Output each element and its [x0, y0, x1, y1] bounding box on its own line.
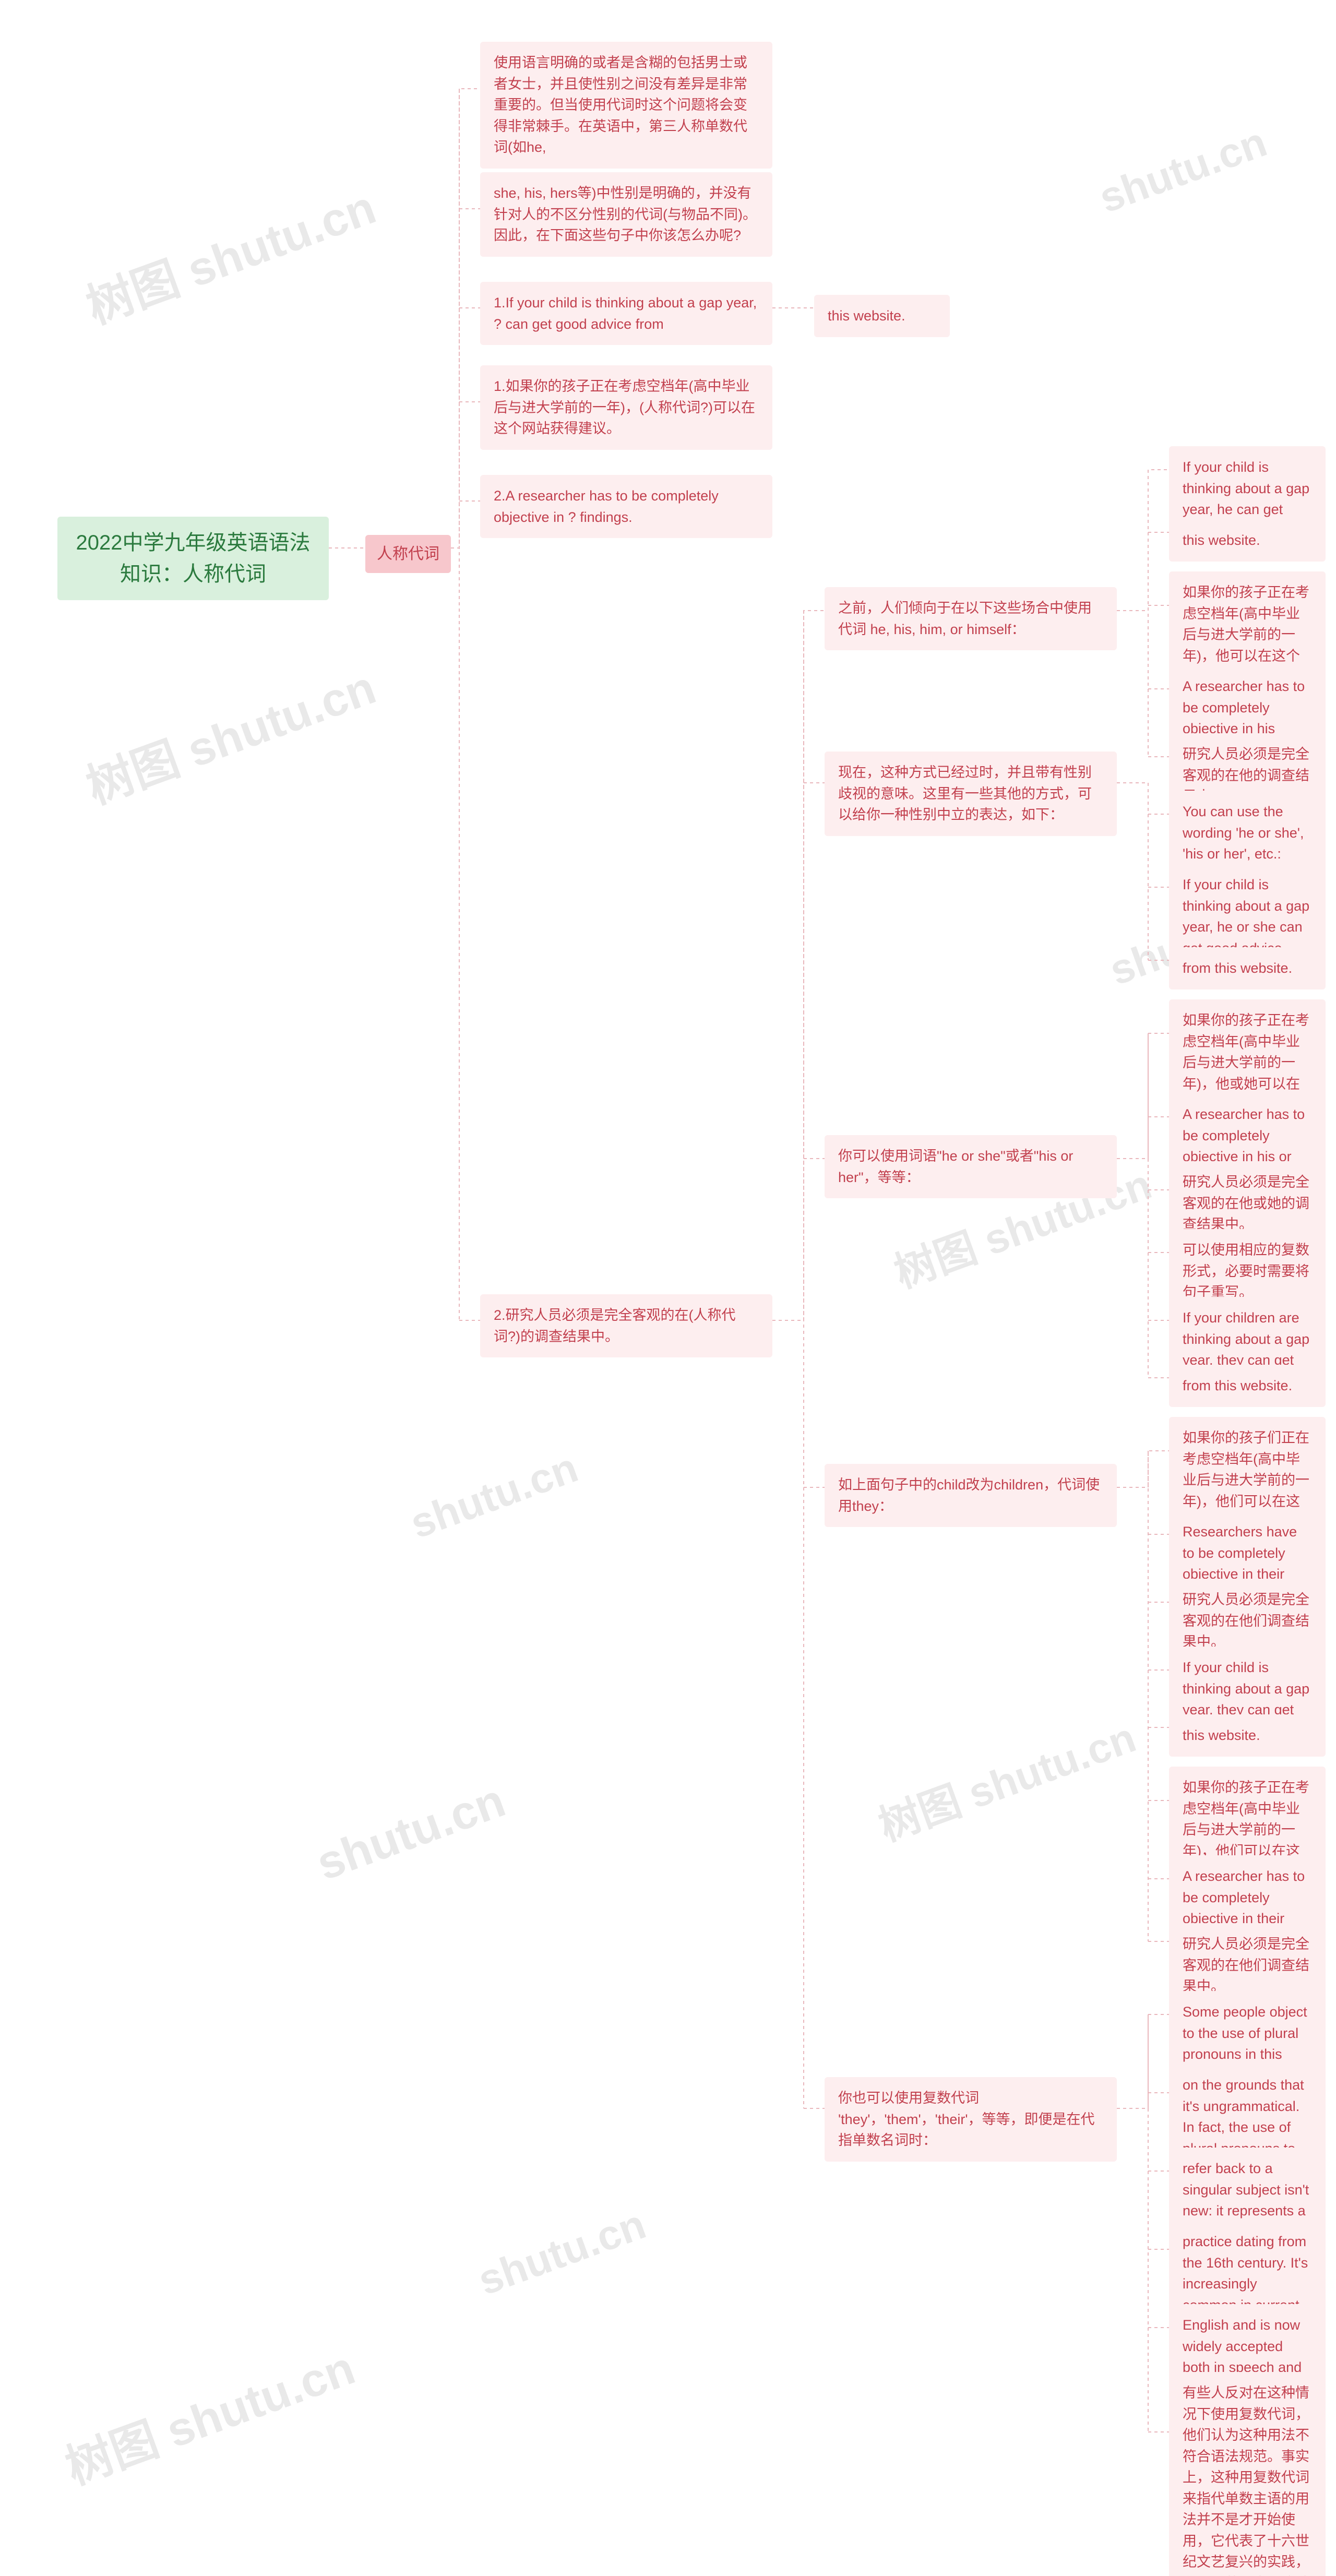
example-1-en[interactable]: 1.If your child is thinking about a gap … [480, 282, 772, 345]
watermark: shutu.cn [1093, 118, 1273, 222]
example-2-zh[interactable]: 2.研究人员必须是完全客观的在(人称代词?)的调查结果中。 [480, 1294, 772, 1357]
approach-heshe[interactable]: 你可以使用词语"he or she"或者"his or her"，等等： [825, 1135, 1117, 1198]
example-2-en[interactable]: 2.A researcher has to be completely obje… [480, 475, 772, 538]
watermark: 树图 shutu.cn [869, 1704, 1143, 1853]
approach-past[interactable]: 之前，人们倾向于在以下这些场合中使用代词 he, his, him, or hi… [825, 587, 1117, 650]
approach-outdated[interactable]: 现在，这种方式已经过时，并且带有性别歧视的意味。这里有一些其他的方式，可以给你一… [825, 752, 1117, 836]
watermark: 树图 shutu.cn [76, 650, 383, 817]
leaf-node[interactable]: this website. [1169, 1714, 1326, 1757]
watermark: 树图 shutu.cn [55, 2330, 362, 2498]
root-line1: 2022中学九年级英语语法 [71, 527, 315, 558]
mindmap-canvas: 树图 shutu.cn shutu.cn shutu.cn 树图 shutu.c… [0, 0, 1336, 2576]
root-node[interactable]: 2022中学九年级英语语法 知识：人称代词 [57, 517, 329, 600]
intro-para-2[interactable]: she, his, hers等)中性别是明确的，并没有针对人的不区分性别的代词(… [480, 172, 772, 257]
approach-they[interactable]: 你也可以使用复数代词 'they'，'them'，'their'，等等，即便是在… [825, 2077, 1117, 2162]
leaf-node[interactable]: from this website. [1169, 947, 1326, 989]
watermark: shutu.cn [404, 1444, 584, 1548]
approach-plural[interactable]: 如上面句子中的child改为children，代词使用they： [825, 1464, 1117, 1527]
root-line2: 知识：人称代词 [71, 558, 315, 590]
category-node[interactable]: 人称代词 [365, 535, 451, 573]
example-1-fragment[interactable]: this website. [814, 295, 950, 337]
leaf-node[interactable]: from this website. [1169, 1365, 1326, 1407]
watermark: shutu.cn [310, 1774, 512, 1891]
leaf-node[interactable]: You can use the wording 'he or she', 'hi… [1169, 791, 1326, 875]
leaf-node[interactable]: this website. [1169, 519, 1326, 562]
intro-para-1[interactable]: 使用语言明确的或者是含糊的包括男士或者女士，并且使性别之间没有差异是非常重要的。… [480, 42, 772, 169]
watermark: shutu.cn [472, 2200, 652, 2305]
leaf-node[interactable]: 有些人反对在这种情况下使用复数代词，他们认为这种用法不符合语法规范。事实上，这种… [1169, 2372, 1326, 2576]
watermark: 树图 shutu.cn [76, 170, 383, 337]
example-1-zh[interactable]: 1.如果你的孩子正在考虑空档年(高中毕业后与进大学前的一年)，(人称代词?)可以… [480, 365, 772, 450]
